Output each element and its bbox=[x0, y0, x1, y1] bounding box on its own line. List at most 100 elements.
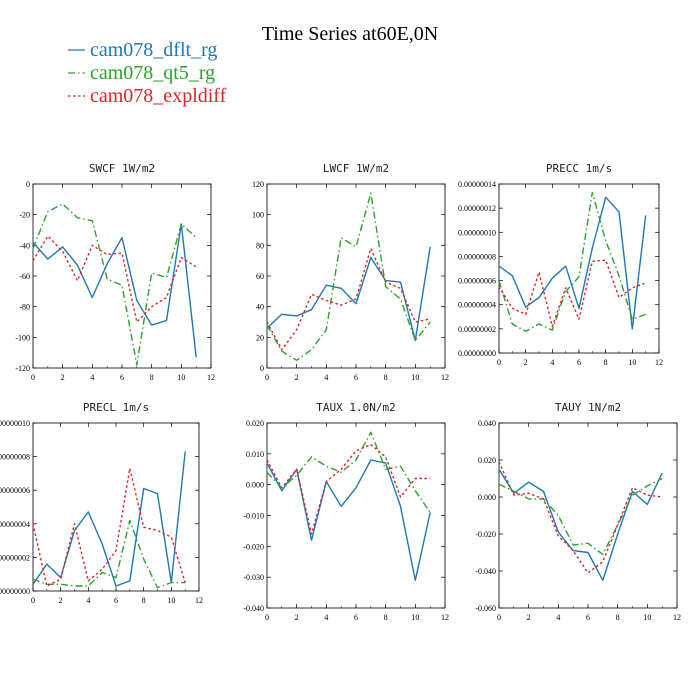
y-tick-label: 0.00000012 bbox=[458, 204, 496, 213]
y-tick-label: 0.00000002 bbox=[458, 325, 496, 334]
x-tick-label: 2 bbox=[527, 613, 531, 622]
x-tick-label: 4 bbox=[556, 613, 560, 622]
x-tick-label: 6 bbox=[120, 373, 124, 382]
y-tick-label: 0.00000004 bbox=[0, 520, 30, 529]
legend-label: cam078_qt5_rg bbox=[90, 62, 215, 84]
x-tick-label: 8 bbox=[142, 596, 146, 605]
y-tick-label: 120 bbox=[252, 180, 264, 189]
x-tick-label: 10 bbox=[628, 358, 636, 367]
y-tick-label: 0.00000004 bbox=[458, 301, 496, 310]
panel-swcf: SWCF 1W/m2 0 2 4 6 8 10 12 0 -20 -40 -60 -80 -100 -120 bbox=[15, 162, 215, 382]
plot-frame bbox=[498, 422, 678, 609]
plot-frame bbox=[266, 422, 446, 609]
x-tick-label: 0 bbox=[265, 613, 269, 622]
x-tick-label: 8 bbox=[616, 613, 620, 622]
series-line-cam078-qt5-rg bbox=[266, 431, 431, 513]
y-tick-label: -0.040 bbox=[243, 604, 264, 613]
y-tick-label: -0.020 bbox=[475, 530, 496, 539]
x-tick-label: 2 bbox=[61, 373, 65, 382]
series-line-cam078-qt5-rg bbox=[266, 192, 431, 361]
plot-frame bbox=[32, 422, 200, 592]
series-line-cam078-dflt-rg bbox=[498, 468, 663, 581]
y-tick-label: 0.020 bbox=[246, 419, 264, 428]
chart-panels: SWCF 1W/m20 2 4 6 8 10 120-20-40-60-80-100-120… bbox=[0, 162, 681, 622]
x-tick-label: 8 bbox=[384, 373, 388, 382]
x-tick-label: 12 bbox=[195, 596, 203, 605]
figure-title: Time Series at60E,0N bbox=[262, 23, 438, 45]
y-tick-label: -100 bbox=[15, 333, 30, 342]
y-tick-label: -80 bbox=[19, 303, 30, 312]
figure-legend: cam078_dflt_rgcam078_qt5_rgcam078_expldi… bbox=[68, 39, 227, 107]
panel-taux: TAUX 1.0N/m2 0 2 4 6 8 10 12 0.020 0.010 0.000 -0.0… bbox=[243, 401, 449, 622]
x-tick-label: 10 bbox=[177, 373, 185, 382]
y-tick-label: 0.00000010 bbox=[458, 228, 496, 237]
series-line-cam078-qt5-rg bbox=[498, 191, 646, 332]
panel-tauy: TAUY 1N/m2 0 2 4 6 8 10 12 0.040 0.020 0.000 -0.020… bbox=[475, 401, 681, 622]
x-tick-label: 12 bbox=[441, 613, 449, 622]
y-tick-label: -0.040 bbox=[475, 567, 496, 576]
x-tick-label: 8 bbox=[384, 613, 388, 622]
legend-entry: cam078_expldiff bbox=[68, 85, 227, 107]
x-tick-label: 10 bbox=[411, 373, 419, 382]
series-line-cam078-expldiff bbox=[266, 247, 431, 351]
x-tick-label: 6 bbox=[577, 358, 581, 367]
panel-title: TAUX 1.0N/m2 bbox=[316, 401, 395, 414]
plot-frame bbox=[498, 183, 660, 354]
y-tick-label: 0.00000006 bbox=[0, 486, 30, 495]
y-tick-label: 100 bbox=[252, 211, 264, 220]
y-tick-label: 0.00000008 bbox=[458, 252, 496, 261]
x-tick-label: 12 bbox=[207, 373, 215, 382]
series-line-cam078-expldiff bbox=[498, 461, 663, 574]
x-tick-label: 4 bbox=[86, 596, 90, 605]
x-tick-label: 4 bbox=[324, 613, 328, 622]
y-tick-label: 0.020 bbox=[478, 456, 496, 465]
x-tick-label: 4 bbox=[90, 373, 94, 382]
plot-frame bbox=[266, 183, 446, 369]
x-tick-label: 2 bbox=[295, 373, 299, 382]
x-tick-label: 0 bbox=[31, 596, 35, 605]
x-tick-label: 6 bbox=[586, 613, 590, 622]
y-tick-label: 0.00000010 bbox=[0, 419, 30, 428]
legend-label: cam078_expldiff bbox=[90, 85, 227, 107]
y-tick-label: -20 bbox=[19, 211, 30, 220]
y-tick-label: 0.00000000 bbox=[0, 587, 30, 596]
x-tick-label: 12 bbox=[655, 358, 663, 367]
legend-entry: cam078_dflt_rg bbox=[68, 39, 217, 61]
series-line-cam078-dflt-rg bbox=[32, 451, 186, 587]
x-tick-label: 0 bbox=[31, 373, 35, 382]
y-tick-label: -60 bbox=[19, 272, 30, 281]
series-line-cam078-dflt-rg bbox=[32, 223, 197, 358]
plot-frame bbox=[32, 183, 212, 369]
x-tick-label: 10 bbox=[411, 613, 419, 622]
x-tick-label: 2 bbox=[295, 613, 299, 622]
y-tick-label: 60 bbox=[256, 272, 264, 281]
panel-title: SWCF 1W/m2 bbox=[89, 162, 155, 175]
x-tick-label: 12 bbox=[673, 613, 681, 622]
x-tick-label: 12 bbox=[441, 373, 449, 382]
series-line-cam078-dflt-rg bbox=[266, 459, 431, 581]
y-tick-label: 0.00000014 bbox=[458, 180, 496, 189]
y-tick-label: 80 bbox=[256, 241, 264, 250]
y-tick-label: -40 bbox=[19, 241, 30, 250]
x-tick-label: 2 bbox=[524, 358, 528, 367]
panel-title: PRECL 1m/s bbox=[83, 401, 149, 414]
y-tick-label: 0.00000008 bbox=[0, 453, 30, 462]
series-line-cam078-qt5-rg bbox=[32, 203, 197, 366]
y-tick-label: -120 bbox=[15, 364, 30, 373]
series-line-cam078-expldiff bbox=[32, 467, 186, 587]
x-tick-label: 10 bbox=[167, 596, 175, 605]
y-tick-label: -0.060 bbox=[475, 604, 496, 613]
y-tick-label: 0 bbox=[26, 180, 30, 189]
panel-title: TAUY 1N/m2 bbox=[555, 401, 621, 414]
legend-entry: cam078_qt5_rg bbox=[68, 62, 215, 84]
panel-title: LWCF 1W/m2 bbox=[323, 162, 389, 175]
x-tick-label: 10 bbox=[643, 613, 651, 622]
y-tick-label: -0.010 bbox=[243, 512, 264, 521]
x-tick-label: 6 bbox=[354, 613, 358, 622]
panel-precc: PRECC 1m/s 0 2 4 6 8 10 12 0.00000000 0.00000002 0… bbox=[458, 162, 663, 367]
y-tick-label: 0.00000002 bbox=[0, 553, 30, 562]
x-tick-label: 6 bbox=[114, 596, 118, 605]
y-tick-label: -0.030 bbox=[243, 573, 264, 582]
x-tick-label: 4 bbox=[550, 358, 554, 367]
